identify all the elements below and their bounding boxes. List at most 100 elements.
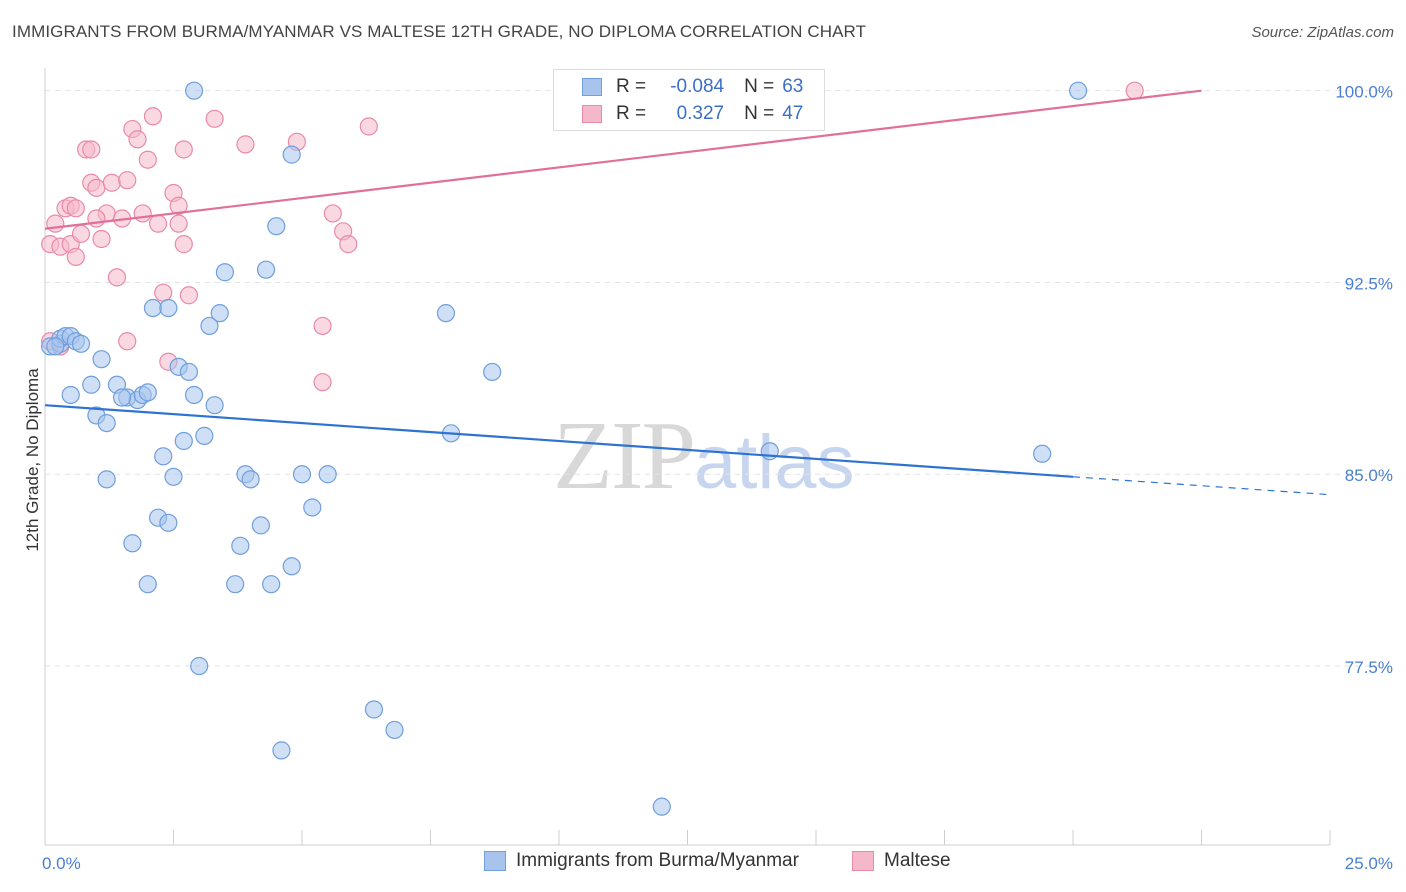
burma-point xyxy=(215,263,234,282)
maltese-point xyxy=(169,196,188,215)
burma-point xyxy=(226,575,245,594)
burma-point xyxy=(61,385,80,405)
maltese-point xyxy=(313,373,332,392)
burma-point xyxy=(303,498,322,517)
maltese-point xyxy=(82,140,101,159)
maltese-point xyxy=(339,235,358,254)
burma-point xyxy=(159,298,178,318)
x-tick-label: 0.0% xyxy=(42,854,81,873)
legend-n-value: 63 xyxy=(782,76,804,97)
maltese-point xyxy=(118,332,137,351)
burma-point xyxy=(318,465,337,484)
burma-point xyxy=(143,298,163,318)
legend-n-label: N = xyxy=(744,103,775,124)
burma-point xyxy=(256,260,276,279)
legend-n-value: 47 xyxy=(782,103,804,124)
burma-point xyxy=(251,516,270,535)
burma-point xyxy=(282,145,301,164)
maltese-point xyxy=(92,229,111,249)
maltese-point xyxy=(205,109,224,128)
burma-point xyxy=(385,720,404,740)
y-tick-label: 92.5% xyxy=(1345,274,1393,293)
burma-point xyxy=(241,470,260,489)
burma-point xyxy=(46,337,65,356)
legend-r-label: R = xyxy=(616,103,647,124)
maltese-point xyxy=(66,247,85,266)
burma-point xyxy=(164,467,183,486)
y-tick-label: 77.5% xyxy=(1345,658,1393,677)
burma-point xyxy=(190,656,209,676)
maltese-point xyxy=(1125,81,1144,100)
data-points xyxy=(41,81,1144,816)
maltese-point xyxy=(359,117,378,136)
grid-lines xyxy=(45,90,1393,667)
burma-point xyxy=(205,396,224,415)
burma-point xyxy=(71,334,91,353)
burma-trend-extension xyxy=(1072,476,1331,496)
maltese-point xyxy=(154,283,173,302)
burma-point xyxy=(138,383,157,402)
burma-point xyxy=(272,741,291,760)
maltese-point xyxy=(138,150,157,169)
burma-point xyxy=(174,431,193,451)
burma-point xyxy=(92,350,111,369)
maltese-point xyxy=(143,107,163,126)
legend-item-maltese[interactable]: Maltese xyxy=(852,850,951,872)
trend-lines xyxy=(44,89,1331,496)
maltese-point xyxy=(169,214,188,233)
burma-point xyxy=(231,536,250,555)
maltese-point xyxy=(71,224,91,243)
burma-point xyxy=(282,557,301,576)
burma-point xyxy=(1069,81,1088,100)
burma-point xyxy=(97,470,116,489)
tick-labels: 100.0% 92.5% 85.0% 77.5% 0.0% 25.0% xyxy=(42,83,1393,873)
burma-point xyxy=(159,513,178,532)
maltese-point xyxy=(148,214,168,233)
maltese-point xyxy=(66,199,85,218)
burma-point xyxy=(210,304,229,323)
burma-point xyxy=(267,217,286,236)
axes xyxy=(44,68,1331,846)
legend-swatch-pink xyxy=(852,851,874,871)
maltese-point xyxy=(179,286,199,305)
burma-point xyxy=(195,426,214,445)
maltese-point xyxy=(174,235,193,254)
legend-swatch-pink xyxy=(582,105,602,123)
burma-point xyxy=(138,575,157,594)
watermark: ZIPatlas xyxy=(553,400,855,512)
maltese-point xyxy=(236,135,255,154)
maltese-point xyxy=(323,204,342,223)
burma-point xyxy=(184,81,204,100)
maltese-point xyxy=(128,130,147,149)
maltese-point xyxy=(46,214,65,233)
burma-point xyxy=(123,534,142,553)
legend-row-maltese: R = 0.327 N = 47 xyxy=(554,100,803,128)
watermark-zip: ZIP xyxy=(553,402,696,510)
burma-point xyxy=(364,700,384,719)
legend-item-burma[interactable]: Immigrants from Burma/Myanmar xyxy=(484,850,799,872)
legend-label-burma: Immigrants from Burma/Myanmar xyxy=(516,850,799,871)
legend-n-label: N = xyxy=(744,76,775,97)
watermark-atlas: atlas xyxy=(694,420,855,505)
legend-r-value: 0.327 xyxy=(676,103,725,124)
burma-trend-line xyxy=(44,404,1074,478)
stats-legend: R = -0.084 N = 63 R = 0.327 N = 47 xyxy=(553,69,825,131)
maltese-point xyxy=(87,178,106,197)
maltese-point xyxy=(133,204,152,223)
y-axis-label: 12th Grade, No Diploma xyxy=(23,368,42,552)
maltese-point xyxy=(87,209,106,228)
x-tick-label: 25.0% xyxy=(1345,854,1393,873)
maltese-point xyxy=(118,171,137,190)
maltese-point xyxy=(102,173,121,192)
legend-swatch-blue xyxy=(484,851,506,871)
y-tick-label: 85.0% xyxy=(1345,466,1393,485)
burma-point xyxy=(436,304,456,323)
series-legend: Immigrants from Burma/Myanmar Maltese xyxy=(0,850,1406,878)
burma-point xyxy=(292,465,312,484)
y-tick-label: 100.0% xyxy=(1335,83,1393,102)
chart-title: IMMIGRANTS FROM BURMA/MYANMAR VS MALTESE… xyxy=(12,22,867,41)
burma-point xyxy=(112,388,132,407)
burma-point xyxy=(184,385,204,405)
burma-point xyxy=(200,316,219,336)
burma-point xyxy=(97,413,116,433)
